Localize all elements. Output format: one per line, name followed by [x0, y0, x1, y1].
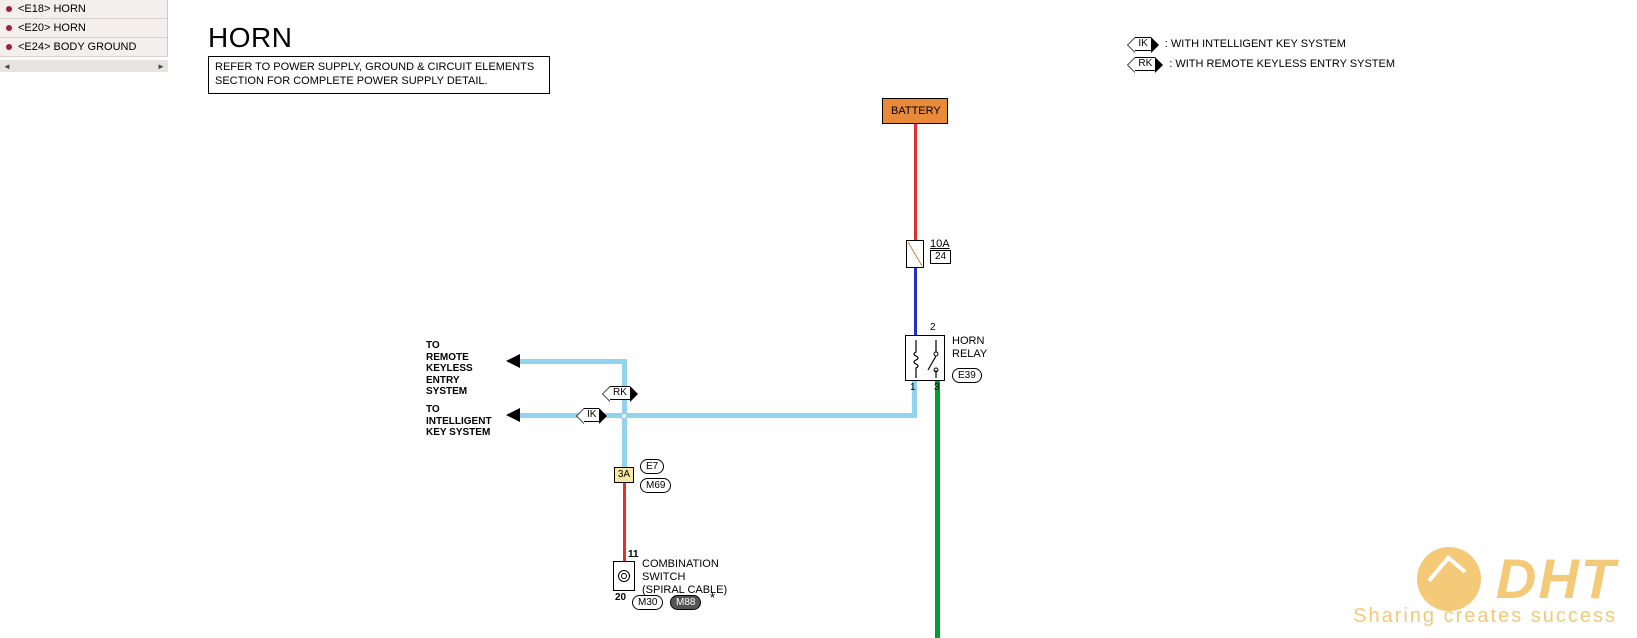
wire-segment — [519, 359, 627, 364]
sidebar-item-label: <E20> HORN — [18, 22, 86, 34]
branch-intelligent-label: TO INTELLIGENT KEY SYSTEM — [426, 404, 492, 439]
junction-dot — [620, 412, 628, 420]
watermark-small: Sharing creates success — [1353, 605, 1617, 628]
fuse-icon — [906, 240, 924, 268]
scroll-right-icon[interactable]: ► — [156, 61, 166, 71]
watermark-big: DHT — [1496, 547, 1617, 610]
spiral-cable-icon — [618, 570, 630, 582]
bullet-icon — [6, 25, 12, 31]
relay-connector: E39 — [952, 365, 982, 383]
watermark-logo-icon — [1417, 547, 1481, 611]
wire-segment — [914, 268, 917, 335]
hex-tag-ik-wire: IK — [584, 408, 599, 422]
wire-segment — [519, 413, 627, 418]
connector-3a-tag1: E7 — [640, 456, 664, 474]
sidebar: <E18> HORN <E20> HORN <E24> BODY GROUND … — [0, 0, 168, 57]
relay-pin-br: 3 — [934, 382, 940, 393]
relay-pin-bl: 1 — [910, 382, 916, 393]
comb-pin-bot: 20 — [615, 592, 626, 603]
relay-name: HORN RELAY — [952, 335, 987, 361]
legend-text: : WITH REMOTE KEYLESS ENTRY SYSTEM — [1169, 58, 1395, 70]
connector-3a: 3A — [614, 467, 634, 483]
scroll-left-icon[interactable]: ◄ — [2, 61, 12, 71]
legend-text: : WITH INTELLIGENT KEY SYSTEM — [1165, 38, 1346, 50]
branch-remote-label: TO REMOTE KEYLESS ENTRY SYSTEM — [426, 340, 473, 398]
diagram-canvas: HORN REFER TO POWER SUPPLY, GROUND & CIR… — [170, 0, 1637, 638]
connector-3a-tag2: M69 — [640, 475, 671, 493]
wire-segment — [623, 483, 626, 562]
hex-tag-ik: IK — [1135, 37, 1150, 51]
combination-switch — [613, 561, 635, 591]
bullet-icon — [6, 6, 12, 12]
sidebar-item-label: <E24> BODY GROUND — [18, 41, 136, 53]
arrowhead-icon — [506, 354, 520, 368]
sidebar-item[interactable]: <E24> BODY GROUND — [0, 38, 167, 57]
arrowhead-icon — [506, 408, 520, 422]
page-title: HORN — [208, 22, 292, 54]
sidebar-item[interactable]: <E18> HORN — [0, 0, 167, 19]
sidebar-item[interactable]: <E20> HORN — [0, 19, 167, 38]
comb-star: * — [710, 590, 715, 605]
comb-pin-top: 11 — [628, 549, 639, 560]
wire-segment — [622, 413, 917, 418]
wire-segment — [914, 122, 917, 241]
watermark: DHT Sharing creates success — [1353, 546, 1617, 628]
relay-symbol-icon — [906, 336, 946, 382]
legend-row-ik: IK : WITH INTELLIGENT KEY SYSTEM — [1127, 36, 1395, 52]
hex-tag-rk: RK — [1135, 57, 1155, 71]
sidebar-scrollbar[interactable]: ◄ ► — [0, 60, 168, 72]
sidebar-item-label: <E18> HORN — [18, 3, 86, 15]
fuse-amp: 10A 24 — [930, 238, 951, 264]
hex-tag-rk-wire: RK — [610, 386, 630, 400]
comb-tag2: M88 — [670, 592, 701, 610]
bullet-icon — [6, 44, 12, 50]
battery-box: BATTERY — [882, 98, 948, 124]
note-box: REFER TO POWER SUPPLY, GROUND & CIRCUIT … — [208, 56, 550, 94]
relay-pin-top: 2 — [930, 322, 936, 333]
wire-segment — [935, 381, 940, 638]
legend-row-rk: RK : WITH REMOTE KEYLESS ENTRY SYSTEM — [1127, 56, 1395, 72]
legend: IK : WITH INTELLIGENT KEY SYSTEM RK : WI… — [1127, 36, 1395, 76]
comb-tag1: M30 — [632, 592, 663, 610]
relay-box — [905, 335, 945, 381]
wire-segment — [622, 416, 627, 467]
